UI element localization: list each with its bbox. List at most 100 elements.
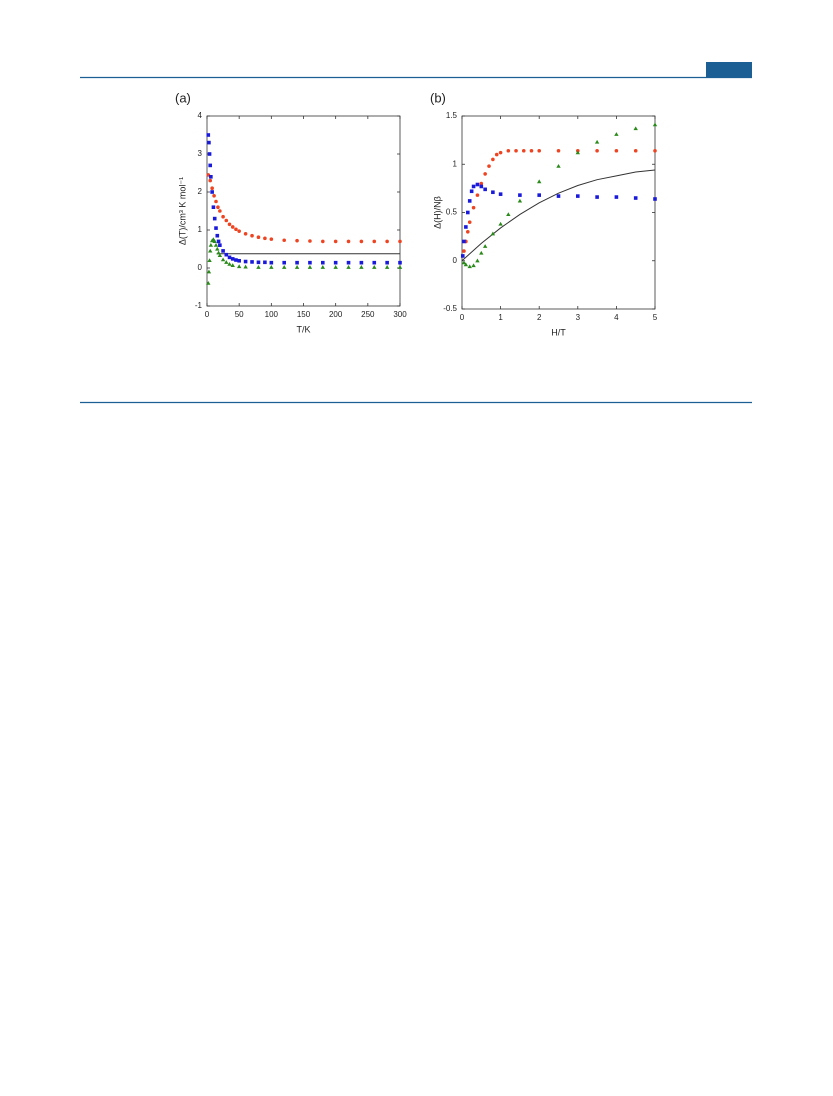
data-point (465, 230, 470, 234)
data-point (230, 225, 235, 229)
data-point (384, 265, 390, 269)
x-tick-label: 150 (297, 310, 311, 319)
data-point (250, 233, 254, 238)
data-point (594, 139, 600, 144)
data-point (209, 175, 213, 179)
data-point (208, 163, 213, 168)
data-point (467, 264, 472, 269)
data-point (518, 193, 522, 197)
plot-frame (206, 115, 401, 307)
data-point (295, 260, 299, 265)
data-point (576, 194, 580, 198)
data-point (227, 255, 232, 260)
x-tick-label: 100 (265, 310, 279, 319)
data-point (295, 238, 299, 243)
data-point (308, 260, 312, 265)
y-tick-label: 1.5 (446, 111, 458, 120)
data-point (494, 152, 499, 157)
data-point (537, 148, 541, 153)
data-point (463, 262, 469, 267)
data-point (263, 260, 267, 265)
data-point (537, 179, 542, 184)
data-point (294, 265, 300, 269)
y-tick-label: 2 (198, 187, 203, 196)
data-point (269, 265, 274, 269)
data-point (398, 239, 402, 244)
data-point (461, 260, 467, 265)
data-point (372, 265, 377, 269)
data-point (216, 250, 221, 255)
data-point (479, 184, 484, 189)
data-point (208, 243, 214, 247)
data-point (385, 239, 389, 244)
data-point (321, 239, 325, 244)
data-point (487, 164, 491, 168)
x-tick-label: 5 (653, 313, 658, 322)
data-point (506, 212, 511, 217)
data-point (218, 243, 222, 247)
data-point (269, 260, 274, 265)
data-point (256, 235, 261, 240)
x-tick-label: 250 (361, 310, 375, 319)
panel-label: (b) (430, 90, 446, 105)
data-point (633, 148, 638, 153)
data-point (482, 244, 488, 248)
y-tick-label: -1 (195, 301, 203, 310)
data-point (333, 260, 338, 265)
data-point (208, 248, 213, 253)
data-point (633, 196, 638, 200)
data-point (575, 150, 580, 155)
data-point (213, 243, 219, 247)
y-tick-label: 0.5 (446, 208, 458, 217)
data-point (282, 260, 286, 265)
data-point (372, 239, 377, 244)
data-point (346, 239, 351, 244)
data-point (216, 205, 220, 209)
data-point (227, 222, 232, 227)
data-point (206, 269, 212, 274)
data-point (490, 231, 496, 236)
data-point (210, 190, 214, 194)
data-point (221, 249, 225, 253)
data-point (653, 148, 657, 153)
data-point (469, 189, 474, 194)
data-point (467, 199, 472, 203)
data-point (521, 148, 526, 153)
data-point (514, 148, 518, 153)
data-point (475, 258, 480, 263)
data-point (269, 237, 274, 241)
data-point (614, 132, 619, 136)
data-point (479, 181, 484, 186)
data-point (471, 205, 476, 210)
data-point (243, 232, 248, 236)
data-point (256, 265, 261, 269)
data-point (236, 264, 242, 269)
data-point (595, 148, 599, 153)
data-point (321, 260, 325, 265)
data-point (250, 260, 254, 264)
data-point (479, 250, 484, 255)
y-axis-label: Δ(H)/Nβ (432, 196, 442, 229)
data-point (653, 197, 657, 201)
data-point (224, 252, 229, 257)
data-point (212, 194, 216, 198)
data-point (215, 233, 220, 238)
panel-label: (a) (175, 90, 191, 105)
x-tick-label: 1 (498, 313, 503, 322)
y-tick-label: 1 (453, 159, 458, 168)
data-point (475, 182, 480, 187)
y-tick-label: 1 (198, 225, 203, 234)
data-point (556, 163, 561, 168)
data-point (464, 225, 468, 229)
x-axis-label: H/T (551, 327, 566, 337)
data-point (212, 216, 217, 221)
data-point (471, 263, 476, 268)
data-point (614, 195, 619, 199)
data-point (218, 209, 222, 213)
data-point (230, 263, 235, 267)
data-point (212, 239, 217, 243)
data-point (398, 260, 402, 265)
data-point (498, 150, 503, 155)
